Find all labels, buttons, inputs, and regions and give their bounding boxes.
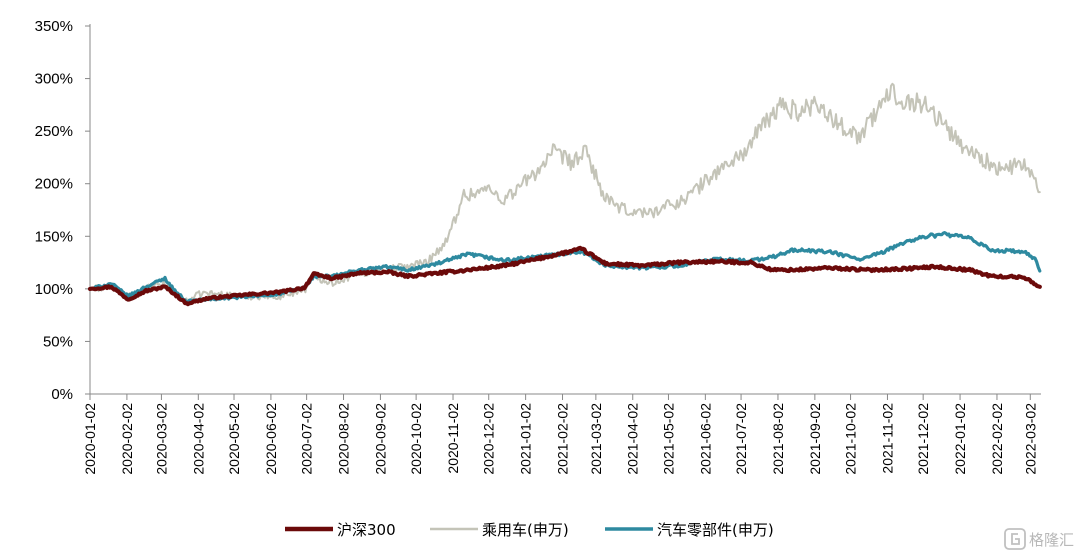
x-tick-label: 2020-09-02 <box>372 403 388 475</box>
x-tick-label: 2021-06-02 <box>697 403 713 475</box>
watermark-text: 格隆汇 <box>1029 531 1074 549</box>
x-tick-label: 2020-12-02 <box>481 403 497 475</box>
x-tick-label: 2020-05-02 <box>226 403 242 475</box>
legend: 沪深300 乘用车(申万) 汽车零部件(申万) <box>285 521 774 539</box>
legend-label-0: 沪深300 <box>337 521 396 539</box>
y-tick-label: 0% <box>51 386 73 403</box>
x-tick-label: 2022-02-02 <box>989 403 1005 475</box>
x-tick-label: 2020-10-02 <box>408 403 424 475</box>
x-tick-label: 2021-03-02 <box>588 403 604 475</box>
x-tick-label: 2022-01-02 <box>952 403 968 475</box>
x-tick-label: 2021-02-02 <box>555 403 571 475</box>
x-tick-label: 2021-05-02 <box>660 403 676 475</box>
x-tick-label: 2021-10-02 <box>843 403 859 475</box>
y-tick-label: 50% <box>43 333 73 350</box>
x-tick-label: 2021-11-02 <box>879 403 895 474</box>
x-tick-label: 2021-12-02 <box>915 403 931 475</box>
y-tick-label: 350% <box>35 18 73 35</box>
y-tick-label: 200% <box>35 176 73 193</box>
x-tick-label: 2021-04-02 <box>625 403 641 475</box>
y-tick-label: 250% <box>35 123 73 140</box>
y-tick-label: 150% <box>35 228 73 245</box>
x-tick-label: 2021-01-02 <box>518 403 534 475</box>
series-layer <box>87 82 1042 307</box>
y-tick-label: 100% <box>35 281 73 298</box>
x-tick-label: 2021-09-02 <box>807 403 823 475</box>
series-line-0 <box>87 245 1042 307</box>
y-axis: 0% 50% 100% 150% 200% 250% 300% 350% <box>35 18 91 403</box>
x-axis: 2020-01-02 2020-02-02 2020-03-02 2020-04-02… <box>82 393 1041 475</box>
legend-label-2: 汽车零部件(申万) <box>657 521 774 539</box>
x-tick-label: 2021-08-02 <box>770 403 786 475</box>
x-tick-label: 2020-11-02 <box>445 403 461 474</box>
x-tick-label: 2021-07-02 <box>733 403 749 475</box>
x-tick-label: 2020-04-02 <box>190 403 206 475</box>
x-tick-label: 2020-06-02 <box>263 403 279 475</box>
x-tick-label: 2020-08-02 <box>336 403 352 475</box>
x-tick-label: 2020-01-02 <box>82 403 98 475</box>
y-tick-label: 300% <box>35 71 73 88</box>
x-tick-label: 2020-07-02 <box>299 403 315 475</box>
x-tick-label: 2020-02-02 <box>119 403 135 475</box>
watermark: 格隆汇 <box>1004 528 1074 550</box>
legend-label-1: 乘用车(申万) <box>482 521 569 539</box>
gelonghui-logo-icon <box>1004 528 1026 550</box>
x-tick-label: 2022-03-02 <box>1022 403 1038 475</box>
x-tick-label: 2020-03-02 <box>153 403 169 475</box>
